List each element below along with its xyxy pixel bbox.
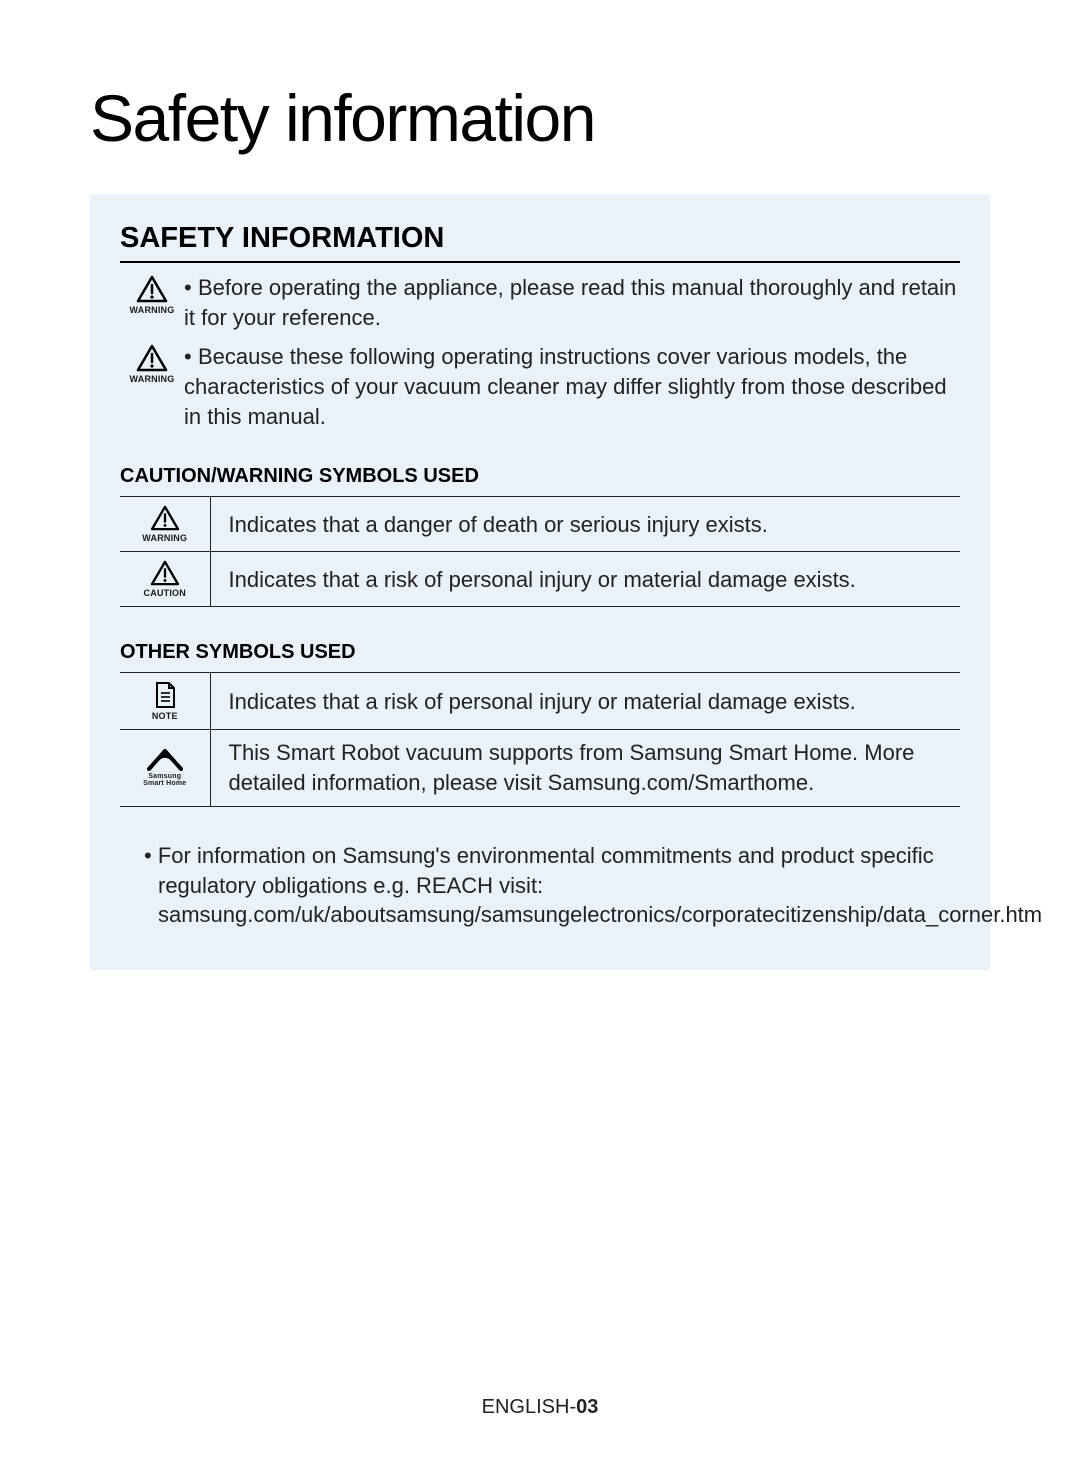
intro-text-1-content: Because these following operating instru… — [184, 344, 947, 428]
intro-text-1: •Because these following operating instr… — [184, 342, 960, 431]
caution-triangle-icon — [150, 560, 180, 586]
warning-label: WARNING — [142, 533, 187, 543]
footnote-text: For information on Samsung's environment… — [158, 843, 1042, 927]
smart-home-icon — [147, 749, 183, 771]
symbols-table-1: WARNING Indicates that a danger of death… — [120, 496, 960, 607]
caution-label: CAUTION — [144, 588, 186, 598]
intro-row-1: WARNING •Because these following operati… — [120, 342, 960, 431]
table2-text-0: Indicates that a risk of personal injury… — [210, 673, 960, 730]
warning-label: WARNING — [130, 374, 175, 384]
warning-triangle-icon — [150, 505, 180, 531]
table1-title: CAUTION/WARNING SYMBOLS USED — [120, 465, 960, 488]
table2-text-1: This Smart Robot vacuum supports from Sa… — [210, 730, 960, 806]
table1-text-1: Indicates that a risk of personal injury… — [210, 552, 960, 607]
table2-title: OTHER SYMBOLS USED — [120, 641, 960, 664]
page-title: Safety information — [90, 80, 990, 156]
intro-text-0-content: Before operating the appliance, please r… — [184, 275, 956, 330]
page-content: Safety information SAFETY INFORMATION WA… — [0, 0, 1080, 970]
section-heading: SAFETY INFORMATION — [120, 222, 960, 263]
footnote: • For information on Samsung's environme… — [120, 841, 960, 930]
note-label: NOTE — [152, 711, 178, 721]
table-row: WARNING Indicates that a danger of death… — [120, 497, 960, 552]
table-row: Samsung Smart Home This Smart Robot vacu… — [120, 730, 960, 806]
warning-triangle-icon — [136, 344, 168, 372]
table-row: CAUTION Indicates that a risk of persona… — [120, 552, 960, 607]
table1-text-0: Indicates that a danger of death or seri… — [210, 497, 960, 552]
warning-symbol-cell: WARNING — [120, 342, 184, 384]
symbols-table-2: NOTE Indicates that a risk of personal i… — [120, 672, 960, 806]
intro-row-0: WARNING •Before operating the appliance,… — [120, 273, 960, 332]
page-footer: ENGLISH-03 — [0, 1396, 1080, 1419]
footer-lang: ENGLISH- — [482, 1396, 576, 1418]
warning-label: WARNING — [130, 305, 175, 315]
safety-info-box: SAFETY INFORMATION WARNING •Before opera… — [90, 194, 990, 970]
warning-triangle-icon — [136, 275, 168, 303]
smart-home-label: Samsung Smart Home — [143, 773, 186, 788]
intro-text-0: •Before operating the appliance, please … — [184, 273, 960, 332]
note-document-icon — [153, 681, 177, 709]
warning-symbol-cell: WARNING — [120, 273, 184, 315]
footer-page-num: 03 — [576, 1396, 598, 1418]
table-row: NOTE Indicates that a risk of personal i… — [120, 673, 960, 730]
